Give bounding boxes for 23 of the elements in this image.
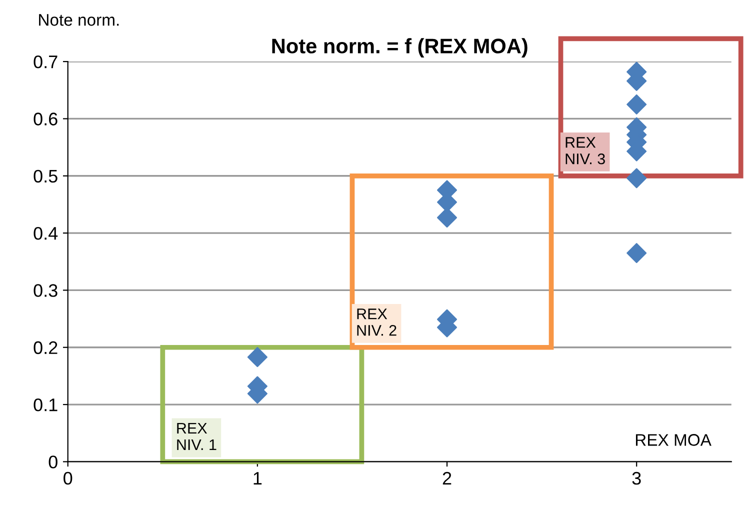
x-tick-label: 2 bbox=[442, 472, 452, 485]
annotation: REX NIV. 1 bbox=[177, 422, 216, 450]
y-tick-label: 0.5 bbox=[34, 170, 58, 183]
annotation: REX NIV. 2 bbox=[357, 308, 396, 336]
y-tick-label: 0.7 bbox=[34, 55, 58, 68]
point bbox=[626, 243, 647, 264]
point bbox=[626, 94, 647, 114]
x-axis-title: REX MOA bbox=[636, 434, 712, 446]
y-axis-title: Note norm. bbox=[39, 14, 119, 26]
point bbox=[437, 208, 458, 228]
annotation: REX NIV. 3 bbox=[566, 137, 605, 164]
y-tick-label: 0.4 bbox=[34, 226, 58, 240]
chart-title: Note norm. = f (REX MOA) bbox=[272, 38, 528, 58]
x-tick-label: 1 bbox=[254, 472, 262, 485]
x-tick-label: 3 bbox=[632, 472, 641, 485]
point bbox=[626, 168, 647, 188]
y-tick-label: 0.1 bbox=[34, 398, 58, 412]
y-tick-label: 0.6 bbox=[34, 112, 58, 126]
y-tick-label: 0.2 bbox=[34, 341, 58, 354]
x-tick-label: 0 bbox=[64, 472, 72, 485]
point bbox=[247, 347, 268, 368]
y-tick-label: 0.3 bbox=[34, 284, 58, 297]
y-tick-label: 0 bbox=[48, 456, 58, 468]
